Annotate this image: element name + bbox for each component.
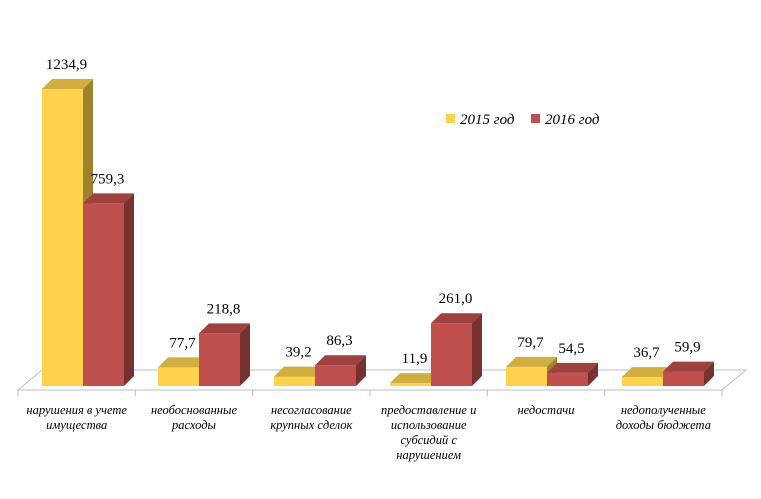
bar-2016-1 [199, 333, 240, 386]
value-label-2015-3: 11,9 [402, 351, 428, 367]
category-label-2: несогласование крупных сделок [270, 403, 352, 432]
bar-2016-5 [663, 371, 704, 386]
legend-swatch-2015 [446, 114, 455, 123]
bar-top-2016-4 [547, 362, 598, 373]
bar-side-2016-5 [704, 361, 714, 386]
value-labels: 1234,9 759,3 77,7 218,8 39,2 86,3 11,9 261,0 79,… [46, 57, 701, 367]
bar-2015-5 [622, 377, 663, 386]
bar-side-2016-2 [356, 355, 366, 386]
category-label-4: недостачи [517, 403, 574, 417]
bar-side-2016-1 [240, 323, 250, 386]
value-label-2015-2: 39,2 [285, 345, 311, 361]
bar-top-2016-1 [199, 323, 250, 334]
bar-2015-4 [506, 366, 547, 386]
bar-side-2016-0 [124, 193, 134, 386]
bar-2016-2 [315, 365, 356, 386]
bar-top-2015-0 [42, 79, 93, 89]
bar-2016-4 [547, 372, 588, 386]
legend-label-2016: 2016 год [545, 112, 600, 128]
value-label-2016-1: 218,8 [207, 301, 241, 317]
bar-top-2015-3 [390, 373, 441, 384]
category-label-1: необоснованные расходы [151, 403, 237, 432]
bar-side-2016-3 [472, 313, 482, 386]
bar-2016-3 [431, 323, 472, 386]
bar-2015-2 [274, 376, 315, 386]
bar-top-2015-2 [274, 366, 325, 377]
value-label-2016-4: 54,5 [558, 341, 584, 357]
legend-swatch-2016 [531, 114, 540, 123]
value-label-2016-5: 59,9 [674, 340, 700, 356]
bar-top-2016-2 [315, 355, 366, 366]
bar-top-2015-1 [158, 357, 209, 368]
bar-top-2015-4 [506, 356, 557, 367]
value-label-2015-4: 79,7 [517, 335, 544, 351]
bars [42, 79, 714, 386]
bar-top-2015-5 [622, 367, 673, 378]
value-label-2016-2: 86,3 [326, 333, 352, 349]
bar-side-2016-4 [588, 362, 598, 386]
legend-label-2015: 2015 год [460, 112, 515, 128]
bar-2015-3 [390, 383, 431, 386]
category-label-0: нарушения в учете имущества [26, 403, 127, 432]
value-label-2016-0: 759,3 [91, 171, 125, 187]
bar-2015-1 [158, 367, 199, 386]
value-label-2015-1: 77,7 [169, 335, 196, 351]
category-labels: нарушения в учете имущества необоснованные… [26, 403, 711, 462]
bar-top-2016-3 [431, 313, 482, 324]
bar-top-2016-0 [83, 193, 134, 204]
value-label-2015-5: 36,7 [633, 345, 660, 361]
bar-2015-0 [42, 89, 83, 386]
value-label-2015-0: 1234,9 [46, 57, 87, 73]
bar-top-2016-5 [663, 361, 714, 372]
category-label-5: недополученные доходы бюджета [616, 403, 711, 432]
legend: 2015 год 2016 год [446, 112, 600, 128]
bar-2016-0 [83, 203, 124, 386]
value-label-2016-3: 261,0 [439, 291, 473, 307]
